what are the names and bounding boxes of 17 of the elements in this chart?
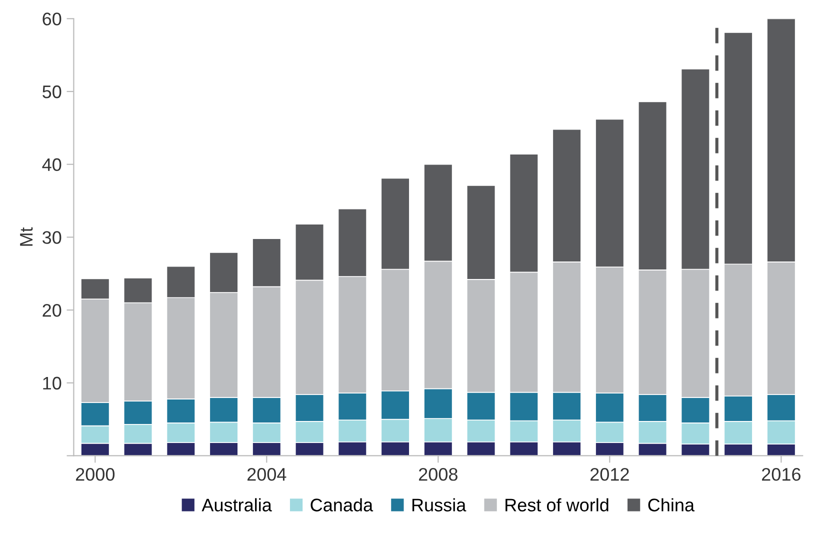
legend-label: Canada: [310, 498, 374, 512]
legend-label: Russia: [412, 498, 466, 512]
x-tick-label: 2016: [762, 468, 800, 481]
legend-label: Rest of world: [506, 498, 608, 512]
y-tick-label: 30: [42, 231, 62, 244]
x-tick-label: 2000: [76, 468, 115, 481]
y-tick-label: 20: [42, 304, 62, 317]
y-tick-label: 10: [43, 376, 62, 390]
x-tick-label: 2012: [590, 468, 629, 481]
x-tick-label: 2008: [418, 468, 458, 481]
y-tick-label: 40: [42, 158, 62, 172]
x-tick-label: 2004: [247, 468, 286, 481]
y-axis-title: Mt: [20, 227, 33, 246]
legend-label: China: [648, 498, 695, 512]
y-tick-label: 60: [42, 12, 62, 26]
y-tick-label: 50: [42, 85, 62, 98]
legend-label: Australia: [202, 498, 272, 512]
